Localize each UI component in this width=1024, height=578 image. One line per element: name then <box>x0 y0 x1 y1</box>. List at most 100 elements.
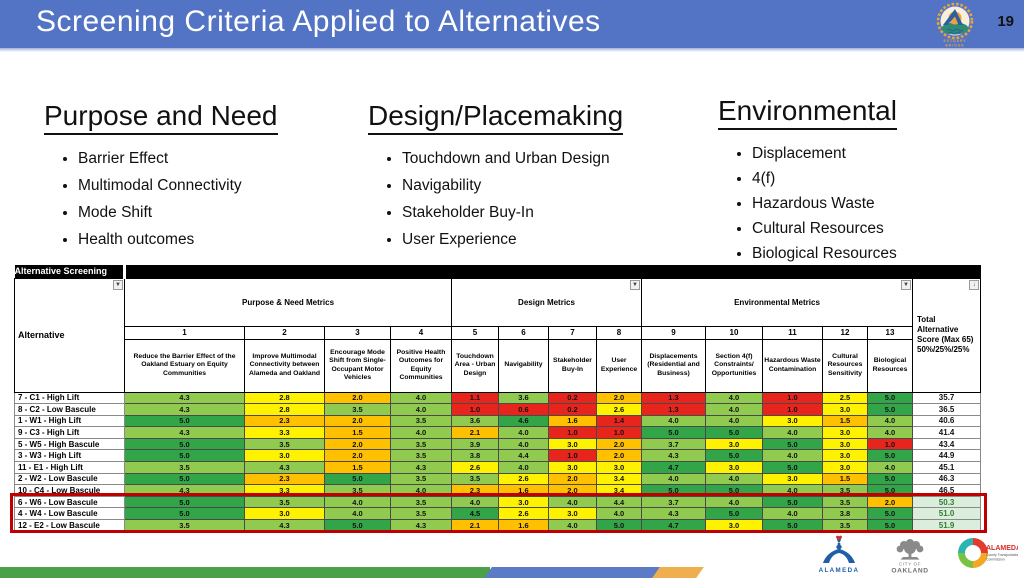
score-cell: 4.7 <box>641 461 706 474</box>
score-cell: 3.0 <box>244 449 325 463</box>
score-cell: 3.0 <box>822 437 868 451</box>
criteria-item: Stakeholder Buy-In <box>402 204 623 222</box>
alternative-row: 12 - E2 - Low Bascule 3.5 4.3 5.0 4.3 2.1 1.6 4… <box>14 519 982 532</box>
total-score-cell: 51.9 <box>911 519 982 532</box>
criteria-item: Biological Resources <box>752 245 897 263</box>
score-cell: 4.3 <box>124 391 245 405</box>
alternative-row: 3 - W3 - High Lift 5.0 3.0 2.0 3.5 3.8 4.4 1.0 2… <box>14 449 982 463</box>
score-cell: 3.5 <box>390 414 452 428</box>
score-cell: 5.0 <box>641 484 706 497</box>
score-cell: 4.0 <box>324 495 391 509</box>
total-score-cell: 45.1 <box>911 461 982 474</box>
footer-band-blue <box>484 567 664 578</box>
alternative-screening-table: Alternative Screening Alternative ▼ Purp… <box>10 265 987 533</box>
actc-logo-sub1: County Transportation <box>986 553 1018 557</box>
score-cell: 4.0 <box>390 484 452 497</box>
score-cell: 3.8 <box>451 449 499 463</box>
score-cell: 4.3 <box>124 484 245 497</box>
criteria-list: Displacement 4(f) Hazardous Waste Cultural … <box>728 145 897 263</box>
score-cell: 5.0 <box>762 437 823 451</box>
group-label: Purpose & Need Metrics <box>241 297 335 307</box>
score-cell: 5.0 <box>867 472 913 486</box>
score-cell: 0.2 <box>548 391 597 405</box>
total-header-line2: Score (Max 65) <box>917 335 974 344</box>
score-cell: 5.0 <box>867 507 913 521</box>
total-score-cell: 43.4 <box>911 437 982 451</box>
score-cell: 2.6 <box>596 403 642 416</box>
score-cell: 5.0 <box>124 414 245 428</box>
column-number: 1 <box>124 325 245 340</box>
score-cell: 3.5 <box>244 437 325 451</box>
score-cell: 2.0 <box>324 391 391 405</box>
column-number: 3 <box>324 325 391 340</box>
score-cell: 4.0 <box>705 414 763 428</box>
criteria-title: Purpose and Need <box>44 100 278 135</box>
city-of-alameda-logo: ALAMEDA <box>819 535 858 574</box>
total-score-cell: 46.3 <box>911 472 982 486</box>
criteria-item: Mode Shift <box>78 204 278 222</box>
score-cell: 5.0 <box>641 426 706 439</box>
alternative-label-cell: 11 - E1 - High Lift <box>14 461 125 474</box>
score-cell: 3.5 <box>244 495 325 509</box>
score-cell: 4.0 <box>390 391 452 405</box>
criteria-item: Touchdown and Urban Design <box>402 150 623 168</box>
alternative-label: Alternative <box>18 330 65 340</box>
score-cell: 4.0 <box>390 403 452 416</box>
score-cell: 3.3 <box>244 484 325 497</box>
score-cell: 5.0 <box>867 391 913 405</box>
score-cell: 3.7 <box>641 495 706 509</box>
column-number: 6 <box>498 325 549 340</box>
sort-icon[interactable]: ↓ <box>969 279 980 290</box>
column-number: 9 <box>641 325 706 340</box>
score-cell: 3.5 <box>124 519 245 532</box>
criteria-title: Environmental <box>718 95 897 130</box>
score-cell: 3.0 <box>705 461 763 474</box>
score-cell: 1.3 <box>641 391 706 405</box>
score-cell: 5.0 <box>705 507 763 521</box>
score-cell: 4.6 <box>498 414 549 428</box>
filter-icon[interactable]: ▼ <box>113 279 123 290</box>
header-accent-strip <box>0 48 1024 52</box>
column-name: Touchdown Area - Urban Design <box>451 338 499 393</box>
bridge-text: BRIDGE <box>945 44 964 48</box>
group-purpose-need-metrics: Purpose & Need Metrics <box>124 277 452 327</box>
filter-icon[interactable]: ▼ <box>901 279 911 290</box>
score-cell: 1.0 <box>451 403 499 416</box>
alternative-label-cell: 2 - W2 - Low Bascule <box>14 472 125 486</box>
score-cell: 4.4 <box>596 495 642 509</box>
column-number: 12 <box>822 325 868 340</box>
alternative-label-cell: 5 - W5 - High Bascule <box>14 437 125 451</box>
alternative-row: 9 - C3 - High Lift 4.3 3.3 1.5 4.0 2.1 4.0 1.0 1… <box>14 426 982 439</box>
score-cell: 3.5 <box>390 472 452 486</box>
score-cell: 3.3 <box>244 426 325 439</box>
score-cell: 4.4 <box>498 449 549 463</box>
score-cell: 4.0 <box>451 495 499 509</box>
score-cell: 3.5 <box>451 472 499 486</box>
score-cell: 2.8 <box>244 391 325 405</box>
alternative-label-cell: 4 - W4 - Low Bascule <box>14 507 125 521</box>
score-cell: 4.3 <box>124 426 245 439</box>
column-name-row: Reduce the Barrier Effect of the Oakland… <box>15 338 981 393</box>
score-cell: 4.7 <box>641 519 706 532</box>
group-design-metrics: Design Metrics ▼ <box>451 277 642 327</box>
score-cell: 5.0 <box>867 403 913 416</box>
score-cell: 4.0 <box>705 391 763 405</box>
total-header-line3: 50%/25%/25% <box>917 345 970 354</box>
score-cell: 4.0 <box>762 507 823 521</box>
score-cell: 3.5 <box>324 403 391 416</box>
alternative-column-header: Alternative ▼ <box>14 277 125 393</box>
score-cell: 4.0 <box>762 449 823 463</box>
header-bar: Screening Criteria Applied to Alternativ… <box>0 0 1024 48</box>
score-cell: 5.0 <box>762 495 823 509</box>
score-cell: 1.0 <box>867 437 913 451</box>
column-name: Improve Multimodal Connectivity between … <box>244 338 325 393</box>
criteria-item: Hazardous Waste <box>752 195 897 213</box>
alternative-row: 10 - C4 - Low Bascule 4.3 3.3 3.5 4.0 2.3 1.6 2… <box>14 484 982 497</box>
sheet-title-row: Alternative Screening <box>14 265 981 278</box>
score-cell: 3.0 <box>548 507 597 521</box>
score-cell: 1.6 <box>548 414 597 428</box>
filter-icon[interactable]: ▼ <box>630 279 640 290</box>
score-cell: 0.2 <box>548 403 597 416</box>
score-cell: 2.1 <box>451 426 499 439</box>
score-cell: 4.0 <box>498 426 549 439</box>
